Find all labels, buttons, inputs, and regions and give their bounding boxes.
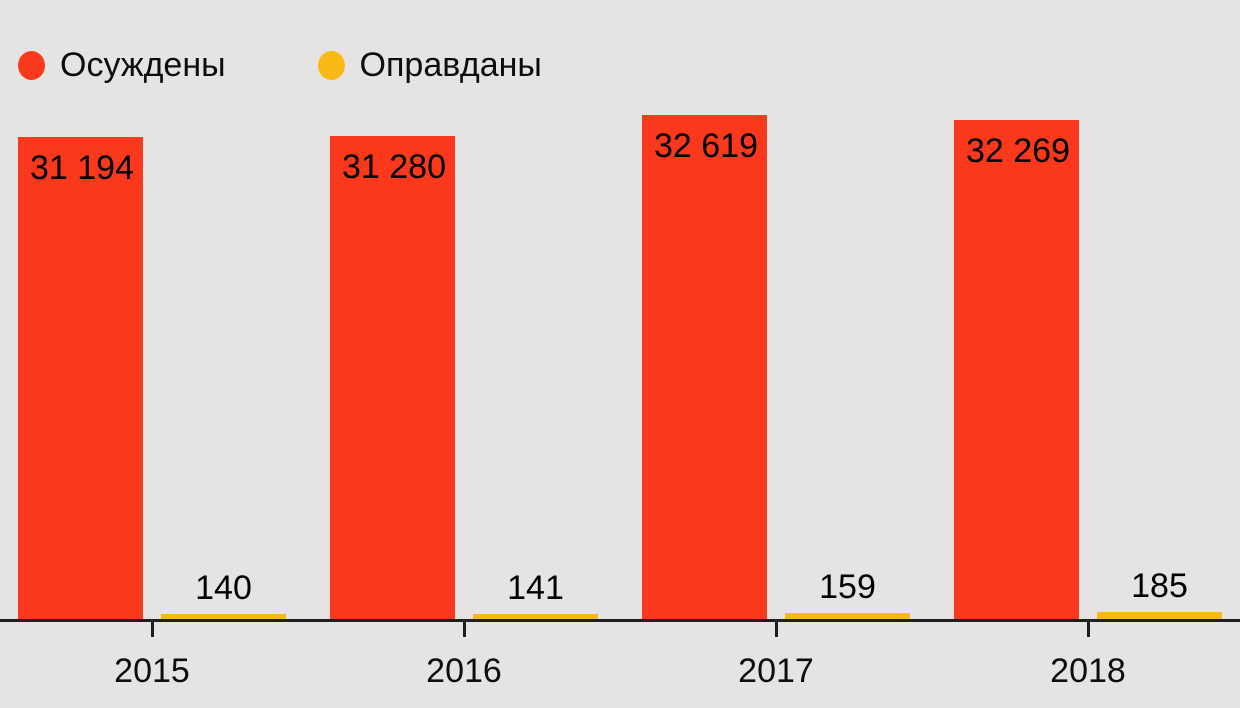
acquitted-column-2017: 159: [785, 570, 910, 619]
legend-label-convicted: Осуждены: [60, 46, 226, 84]
bar-group-2017: 32 619 159: [642, 115, 910, 619]
bar-value-label-convicted-2018: 32 269: [966, 132, 1070, 170]
legend-dot-convicted-icon: [18, 50, 45, 80]
legend-dot-acquitted-icon: [317, 50, 345, 80]
x-axis-label-2018: 2018: [1050, 652, 1126, 690]
legend-item-convicted: Осуждены: [18, 48, 226, 82]
bar-value-label-acquitted-2018: 185: [1131, 567, 1188, 605]
plot-area: 31 194 140 31 280 141 32 619 159 32 269 185: [18, 115, 1222, 619]
bar-value-label-convicted-2016: 31 280: [342, 148, 446, 186]
acquitted-column-2015: 140: [161, 571, 286, 619]
bar-convicted-2017: 32 619: [642, 115, 767, 619]
bar-value-label-convicted-2015: 31 194: [30, 149, 134, 187]
x-axis-tick-2016: [462, 622, 466, 637]
legend-item-acquitted: Оправданы: [317, 46, 542, 84]
bar-acquitted-2017: [785, 613, 910, 619]
bar-value-label-acquitted-2017: 159: [819, 568, 876, 606]
x-axis-tick-2015: [150, 622, 154, 637]
acquitted-column-2018: 185: [1097, 569, 1222, 619]
bar-acquitted-2018: [1097, 612, 1222, 619]
x-axis-tick-2017: [774, 622, 778, 637]
x-axis-label-2015: 2015: [114, 652, 190, 690]
bar-acquitted-2016: [473, 614, 598, 619]
x-axis-label-2016: 2016: [426, 652, 502, 690]
bar-convicted-2015: 31 194: [18, 137, 143, 619]
x-axis-tick-2018: [1086, 622, 1090, 637]
legend-label-acquitted: Оправданы: [359, 46, 542, 84]
bar-acquitted-2015: [161, 614, 286, 619]
bar-value-label-convicted-2017: 32 619: [654, 127, 758, 165]
x-axis-line: [0, 619, 1240, 622]
bar-value-label-acquitted-2016: 141: [507, 569, 564, 607]
bar-convicted-2018: 32 269: [954, 120, 1079, 619]
bar-value-label-acquitted-2015: 140: [195, 569, 252, 607]
acquitted-column-2016: 141: [473, 571, 598, 619]
bar-convicted-2016: 31 280: [330, 136, 455, 619]
bar-group-2015: 31 194 140: [18, 137, 286, 619]
chart-legend: Осуждены Оправданы: [18, 48, 542, 82]
bar-group-2018: 32 269 185: [954, 120, 1222, 619]
x-axis-label-2017: 2017: [738, 652, 814, 690]
bar-group-2016: 31 280 141: [330, 136, 598, 619]
